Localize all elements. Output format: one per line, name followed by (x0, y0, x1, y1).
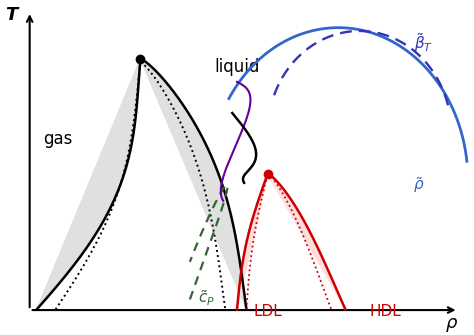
Text: $\tilde{\beta}_T$: $\tilde{\beta}_T$ (414, 31, 433, 54)
Text: LDL: LDL (253, 304, 282, 319)
Text: ρ: ρ (446, 314, 457, 332)
Text: $\tilde{c}_P$: $\tilde{c}_P$ (198, 289, 215, 309)
Polygon shape (237, 174, 346, 310)
Text: liquid: liquid (214, 58, 260, 76)
Polygon shape (36, 59, 246, 310)
Text: HDL: HDL (370, 304, 401, 319)
Text: gas: gas (43, 130, 73, 148)
Text: $\tilde{\rho}$: $\tilde{\rho}$ (413, 175, 424, 195)
Text: T: T (5, 5, 17, 23)
